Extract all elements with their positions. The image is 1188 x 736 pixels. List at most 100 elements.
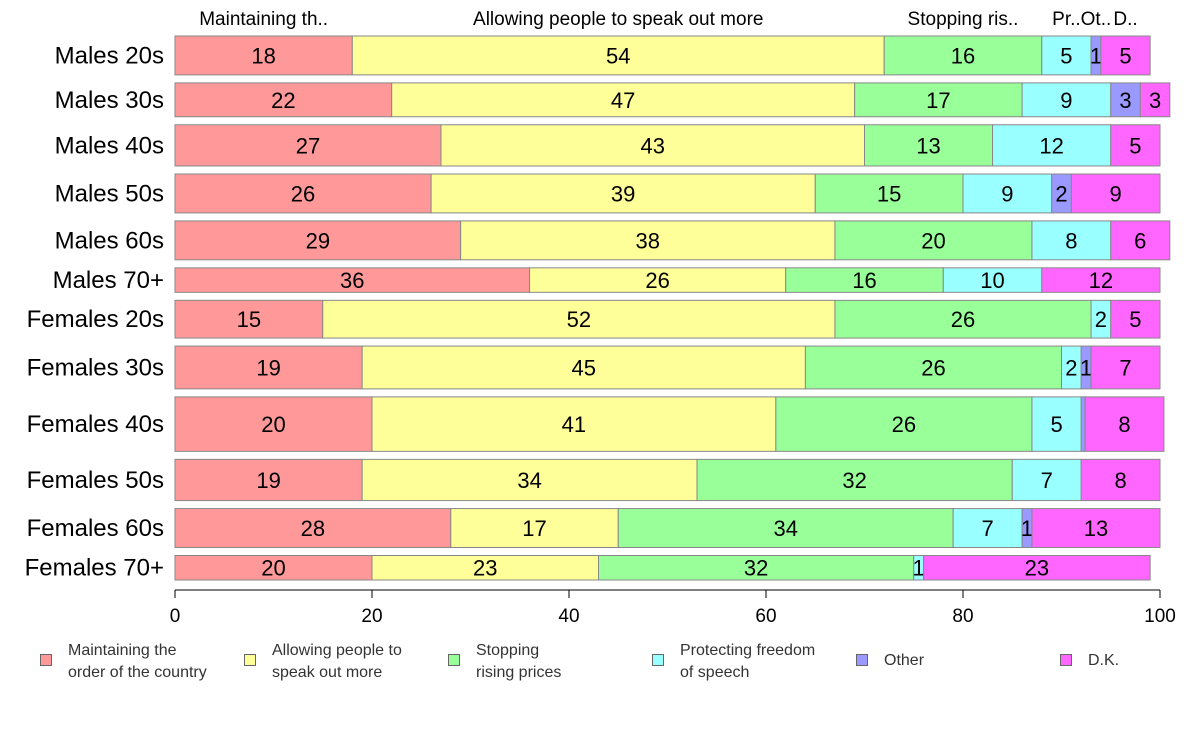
data-label: 54 bbox=[606, 43, 630, 68]
x-tick-label: 100 bbox=[1144, 606, 1176, 627]
data-label: 9 bbox=[1060, 88, 1072, 113]
category-label: Females 60s bbox=[27, 515, 164, 542]
bar-segment bbox=[174, 554, 373, 581]
category-label: Females 70+ bbox=[25, 555, 164, 582]
data-label: 13 bbox=[1084, 516, 1108, 541]
data-label: 8 bbox=[1065, 228, 1077, 253]
data-label: 1 bbox=[1021, 516, 1033, 541]
bar-segment bbox=[864, 124, 994, 167]
data-label: 3 bbox=[1149, 88, 1161, 113]
data-label: 8 bbox=[1114, 468, 1126, 493]
column-header-0: Maintaining th.. bbox=[199, 9, 328, 30]
data-label: 32 bbox=[842, 468, 866, 493]
column-header-labels: Maintaining th.. Allowing people to speak… bbox=[199, 9, 1137, 30]
data-label: 47 bbox=[611, 88, 635, 113]
legend-label-freedom: Protecting freedom of speech bbox=[680, 642, 816, 681]
data-label: 12 bbox=[1089, 268, 1113, 293]
category-label: Females 20s bbox=[27, 306, 164, 333]
legend-label-speak-out: Allowing people to speak out more bbox=[272, 642, 402, 681]
data-label: 43 bbox=[640, 133, 664, 158]
bar-segment bbox=[854, 82, 1023, 118]
data-label: 2 bbox=[1065, 355, 1077, 380]
bar-row: Males 30s 22 47 17 9 3 3 bbox=[55, 82, 1171, 118]
x-tick-label: 60 bbox=[755, 606, 776, 627]
data-label: 52 bbox=[567, 307, 591, 332]
data-label: 26 bbox=[645, 268, 669, 293]
data-label: 15 bbox=[877, 181, 901, 206]
data-label: 16 bbox=[852, 268, 876, 293]
category-label: Males 70+ bbox=[53, 267, 164, 294]
bar-segment bbox=[1080, 396, 1086, 452]
data-label: 26 bbox=[291, 181, 315, 206]
bar-segment bbox=[923, 554, 1151, 581]
legend-item-other: Other bbox=[856, 640, 924, 672]
legend-item-speak-out: Allowing people to speak out more bbox=[244, 640, 402, 684]
data-label: 28 bbox=[301, 516, 325, 541]
bar-row: Males 40s 27 43 13 12 5 bbox=[55, 124, 1161, 167]
data-label: 12 bbox=[1039, 133, 1063, 158]
data-label: 2 bbox=[1055, 181, 1067, 206]
data-label: 13 bbox=[916, 133, 940, 158]
bar-segment bbox=[174, 299, 324, 339]
bar-segment bbox=[1041, 267, 1161, 293]
x-tick-label: 0 bbox=[170, 606, 181, 627]
bar-segment bbox=[322, 299, 836, 339]
legend-label-order: Maintaining the order of the country bbox=[68, 642, 207, 681]
data-label: 20 bbox=[921, 228, 945, 253]
bar-segment bbox=[351, 35, 885, 76]
data-label: 1 bbox=[1090, 43, 1102, 68]
bar-segment bbox=[883, 35, 1043, 76]
data-label: 9 bbox=[1001, 181, 1013, 206]
data-label: 45 bbox=[572, 355, 596, 380]
data-label: 5 bbox=[1050, 412, 1062, 437]
x-axis: 0 20 40 60 80 100 bbox=[170, 589, 1176, 627]
bar-segment bbox=[361, 458, 698, 502]
bar-segment bbox=[174, 124, 442, 167]
legend-swatch-other bbox=[856, 654, 868, 666]
legend-item-prices: Stopping rising prices bbox=[448, 640, 561, 684]
bar-segment bbox=[1031, 396, 1082, 452]
bar-row: Females 60s 28 17 34 7 1 13 bbox=[27, 508, 1161, 548]
bar-segment bbox=[1031, 508, 1161, 548]
bar-segment bbox=[804, 345, 1063, 390]
data-label: 38 bbox=[636, 228, 660, 253]
bar-segment bbox=[1110, 82, 1141, 118]
bar-segment bbox=[1110, 124, 1161, 167]
data-label: 19 bbox=[256, 355, 280, 380]
data-label: 1 bbox=[913, 556, 925, 581]
legend-label-other: Other bbox=[884, 652, 925, 669]
bar-segment bbox=[371, 554, 600, 581]
column-header-2: Stopping ris.. bbox=[908, 9, 1019, 30]
bar-segment bbox=[1080, 458, 1161, 502]
bar-row: Males 50s 26 39 15 9 2 9 bbox=[55, 173, 1161, 214]
bar-segment bbox=[952, 508, 1023, 548]
legend-swatch-prices bbox=[448, 654, 460, 666]
bar-segment bbox=[814, 173, 964, 214]
bar-segment bbox=[785, 267, 944, 293]
bar-segment bbox=[174, 35, 353, 76]
data-label: 17 bbox=[926, 88, 950, 113]
bar-segment bbox=[1090, 345, 1161, 390]
data-label: 7 bbox=[982, 516, 994, 541]
data-label: 27 bbox=[296, 133, 320, 158]
data-label: 3 bbox=[1119, 88, 1131, 113]
bar-row: Females 20s 15 52 26 2 5 bbox=[27, 299, 1161, 339]
category-label: Males 60s bbox=[55, 227, 164, 254]
bar-segment bbox=[1031, 220, 1112, 261]
data-label: 36 bbox=[340, 268, 364, 293]
legend-label-dk: D.K. bbox=[1088, 652, 1120, 669]
data-label: 23 bbox=[473, 556, 497, 581]
bar-row: Males 60s 29 38 20 8 6 bbox=[55, 220, 1171, 261]
bar-segment bbox=[598, 554, 915, 581]
data-label: 7 bbox=[1041, 468, 1053, 493]
legend-swatch-freedom bbox=[652, 654, 664, 666]
data-label: 15 bbox=[237, 307, 261, 332]
data-label: 6 bbox=[1134, 228, 1146, 253]
data-label: 1 bbox=[1080, 355, 1092, 380]
x-tick-label: 80 bbox=[952, 606, 973, 627]
bar-segment bbox=[174, 508, 452, 548]
data-label: 5 bbox=[1060, 43, 1072, 68]
x-tick-label: 40 bbox=[558, 606, 579, 627]
data-label: 8 bbox=[1118, 412, 1130, 437]
